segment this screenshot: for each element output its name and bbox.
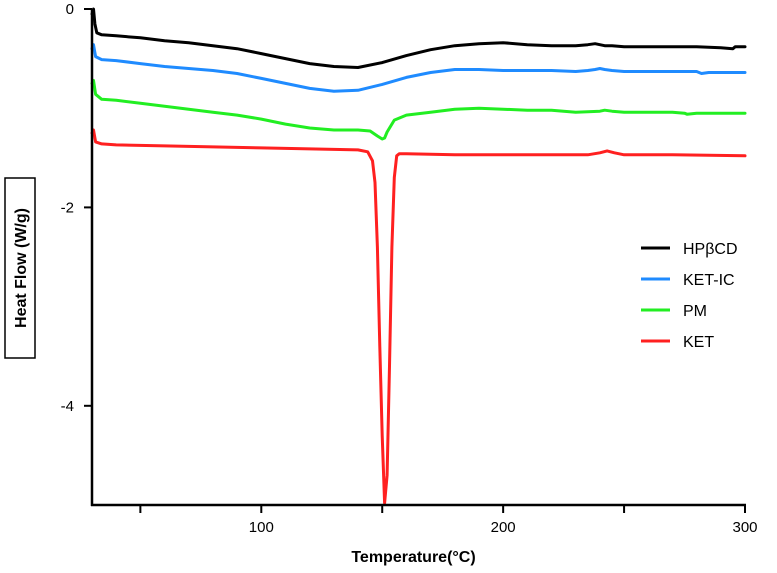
series-line-hp-cd bbox=[90, 7, 747, 69]
y-tick-label: -2 bbox=[61, 199, 74, 216]
axes bbox=[90, 9, 746, 507]
legend: HPβCD KET-IC PM KET bbox=[641, 241, 738, 351]
y-axis-title-box: Heat Flow (W/g) bbox=[4, 177, 36, 359]
legend-label-ket: KET bbox=[683, 334, 714, 351]
legend-label-hp-cd: HPβCD bbox=[683, 241, 738, 258]
x-tick-label: 100 bbox=[249, 519, 274, 536]
legend-label-ket-ic: KET-IC bbox=[683, 272, 735, 289]
plot-area bbox=[90, 7, 747, 505]
y-axis-ticks: 0 -2 -4 bbox=[61, 1, 92, 415]
x-tick-label: 300 bbox=[732, 519, 757, 536]
series-line-ket-ic bbox=[90, 43, 747, 93]
y-tick-label: 0 bbox=[66, 1, 74, 18]
x-tick-label: 200 bbox=[491, 519, 516, 536]
y-axis-title: Heat Flow (W/g) bbox=[13, 208, 30, 328]
y-tick-label: -4 bbox=[61, 398, 74, 415]
x-axis-ticks: 100 200 300 bbox=[139, 505, 758, 536]
series-line-pm bbox=[90, 78, 747, 141]
series-line-ket bbox=[90, 128, 747, 505]
legend-label-pm: PM bbox=[683, 303, 707, 320]
x-axis-title: Temperature(°C) bbox=[351, 549, 475, 566]
